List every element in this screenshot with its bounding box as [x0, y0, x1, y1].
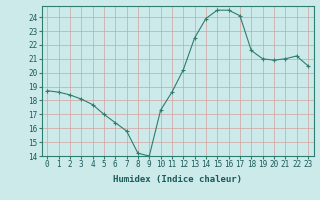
X-axis label: Humidex (Indice chaleur): Humidex (Indice chaleur) [113, 175, 242, 184]
